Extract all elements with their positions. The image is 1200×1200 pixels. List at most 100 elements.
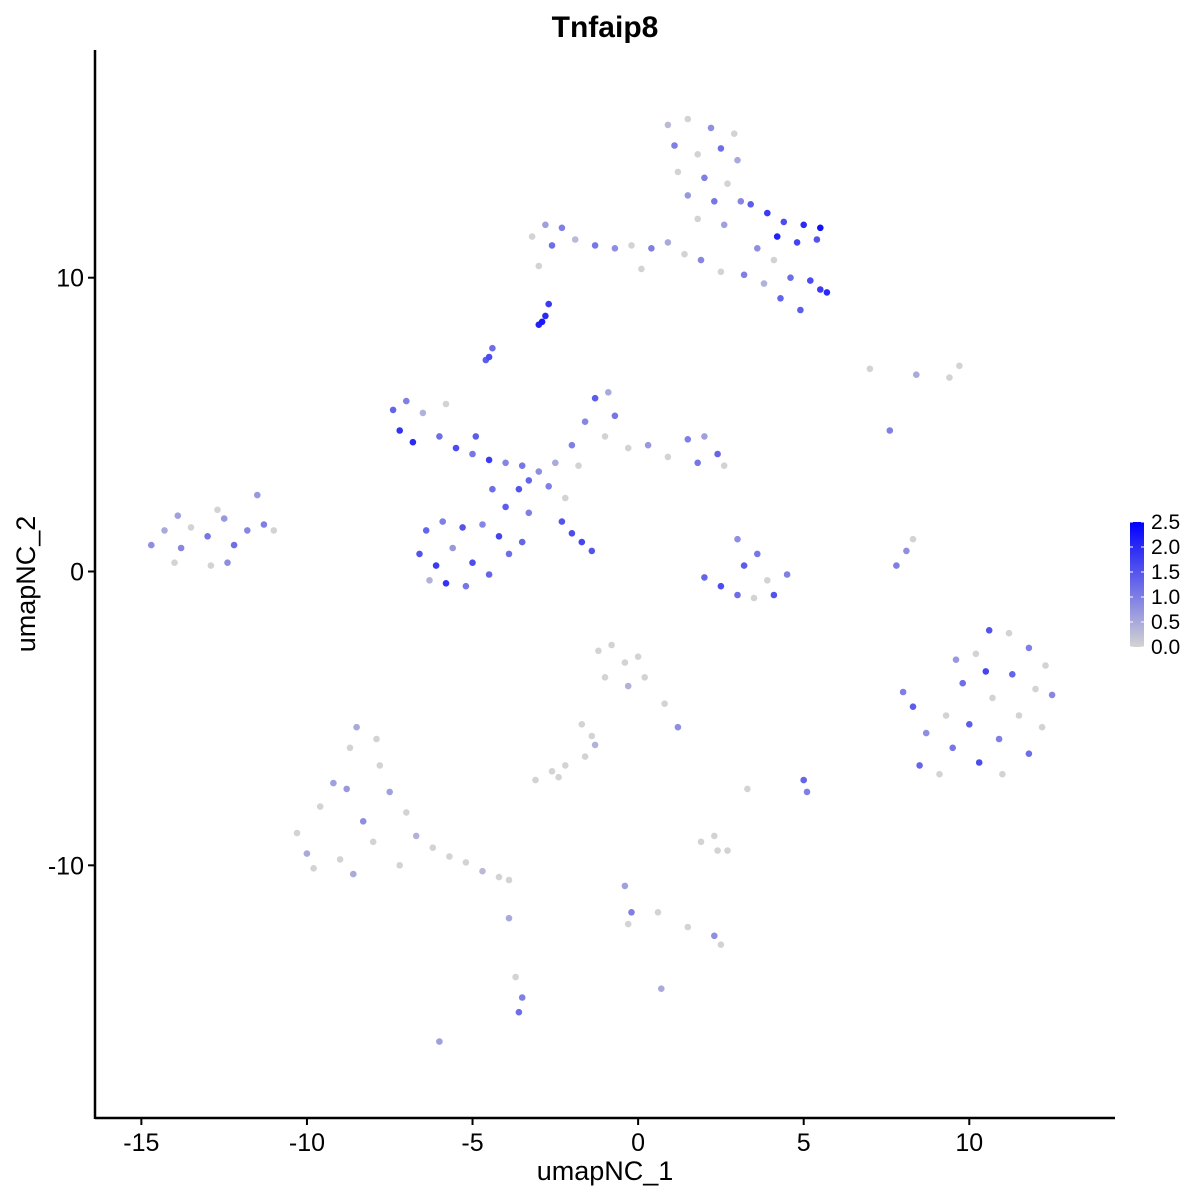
data-point: [754, 245, 761, 252]
data-point: [505, 876, 513, 884]
data-point: [641, 674, 648, 681]
data-point: [711, 932, 718, 940]
data-point: [717, 145, 725, 152]
data-point: [674, 168, 682, 176]
data-point: [734, 156, 741, 164]
data-point: [548, 242, 556, 249]
data-point: [681, 250, 688, 258]
y-tick-label: 0: [70, 559, 84, 587]
data-point: [644, 441, 652, 449]
data-point: [893, 562, 900, 569]
data-point: [903, 547, 910, 555]
data-point: [720, 462, 728, 470]
data-point: [624, 920, 632, 928]
data-point: [207, 562, 215, 569]
data-point: [694, 459, 701, 467]
data-point: [422, 527, 430, 534]
data-point: [724, 180, 731, 187]
data-point: [452, 444, 460, 452]
data-point: [664, 121, 672, 129]
data-point: [426, 577, 433, 584]
data-point: [966, 721, 973, 728]
data-point: [535, 262, 543, 270]
data-point: [485, 571, 493, 578]
data-point: [552, 459, 559, 467]
data-point: [439, 518, 447, 525]
data-point: [462, 582, 470, 590]
data-point: [913, 371, 920, 379]
data-point: [813, 236, 821, 243]
data-point: [538, 318, 546, 326]
data-point: [959, 679, 966, 687]
data-point: [797, 306, 804, 314]
data-point: [866, 365, 874, 373]
data-point: [542, 221, 549, 229]
data-point: [515, 485, 523, 493]
data-point: [740, 271, 748, 279]
data-point: [942, 712, 950, 719]
data-point: [671, 142, 678, 149]
data-point: [479, 867, 486, 875]
data-point: [694, 215, 701, 223]
data-point: [664, 453, 672, 461]
data-point: [171, 559, 178, 566]
data-point: [694, 151, 701, 158]
data-point: [936, 770, 943, 778]
data-point: [1005, 629, 1013, 637]
data-point: [270, 527, 278, 534]
data-point: [432, 562, 440, 569]
data-point: [1038, 723, 1046, 731]
data-point: [505, 914, 513, 922]
data-point: [403, 397, 410, 405]
data-point: [800, 221, 807, 229]
data-point: [419, 409, 427, 417]
data-point: [707, 124, 715, 132]
data-point: [750, 594, 758, 602]
data-point: [396, 427, 404, 434]
data-point: [591, 741, 599, 749]
data-point: [346, 744, 354, 752]
data-point: [720, 221, 728, 229]
data-point: [949, 744, 956, 752]
colorbar-tick-label: 0.5: [1151, 611, 1180, 634]
data-point: [684, 923, 692, 931]
data-point: [989, 694, 996, 702]
data-point: [177, 544, 185, 552]
data-point: [773, 233, 781, 240]
data-point: [174, 512, 182, 519]
data-point: [472, 433, 480, 440]
data-point: [956, 362, 963, 370]
x-ticks: -15 -10 -5 0 5 10: [123, 1118, 983, 1157]
data-point: [605, 389, 612, 396]
data-point: [161, 527, 168, 534]
data-point: [624, 444, 632, 452]
data-point: [336, 856, 344, 863]
data-point: [591, 394, 599, 402]
y-tick-label: -10: [48, 852, 84, 880]
x-tick-label: -15: [123, 1129, 159, 1157]
data-point: [621, 659, 629, 666]
data-point: [717, 582, 725, 590]
data-point: [310, 865, 317, 872]
data-point: [442, 580, 450, 587]
data-point: [512, 973, 519, 981]
data-point: [611, 245, 619, 252]
data-point: [595, 647, 602, 655]
data-point: [518, 538, 526, 546]
data-point: [489, 344, 496, 352]
y-axis-label: umapNC_2: [11, 516, 41, 653]
data-point: [817, 286, 824, 293]
data-point: [436, 433, 443, 440]
data-point: [737, 198, 745, 205]
data-point: [946, 374, 953, 381]
x-tick-label: 10: [955, 1129, 983, 1157]
data-point: [628, 242, 635, 249]
data-point: [403, 809, 410, 816]
data-point: [148, 541, 155, 549]
data-point: [714, 847, 721, 854]
data-point: [916, 762, 923, 769]
data-point: [253, 491, 261, 499]
x-tick-label: -10: [289, 1129, 325, 1157]
data-point: [747, 201, 754, 208]
data-point: [760, 280, 768, 287]
